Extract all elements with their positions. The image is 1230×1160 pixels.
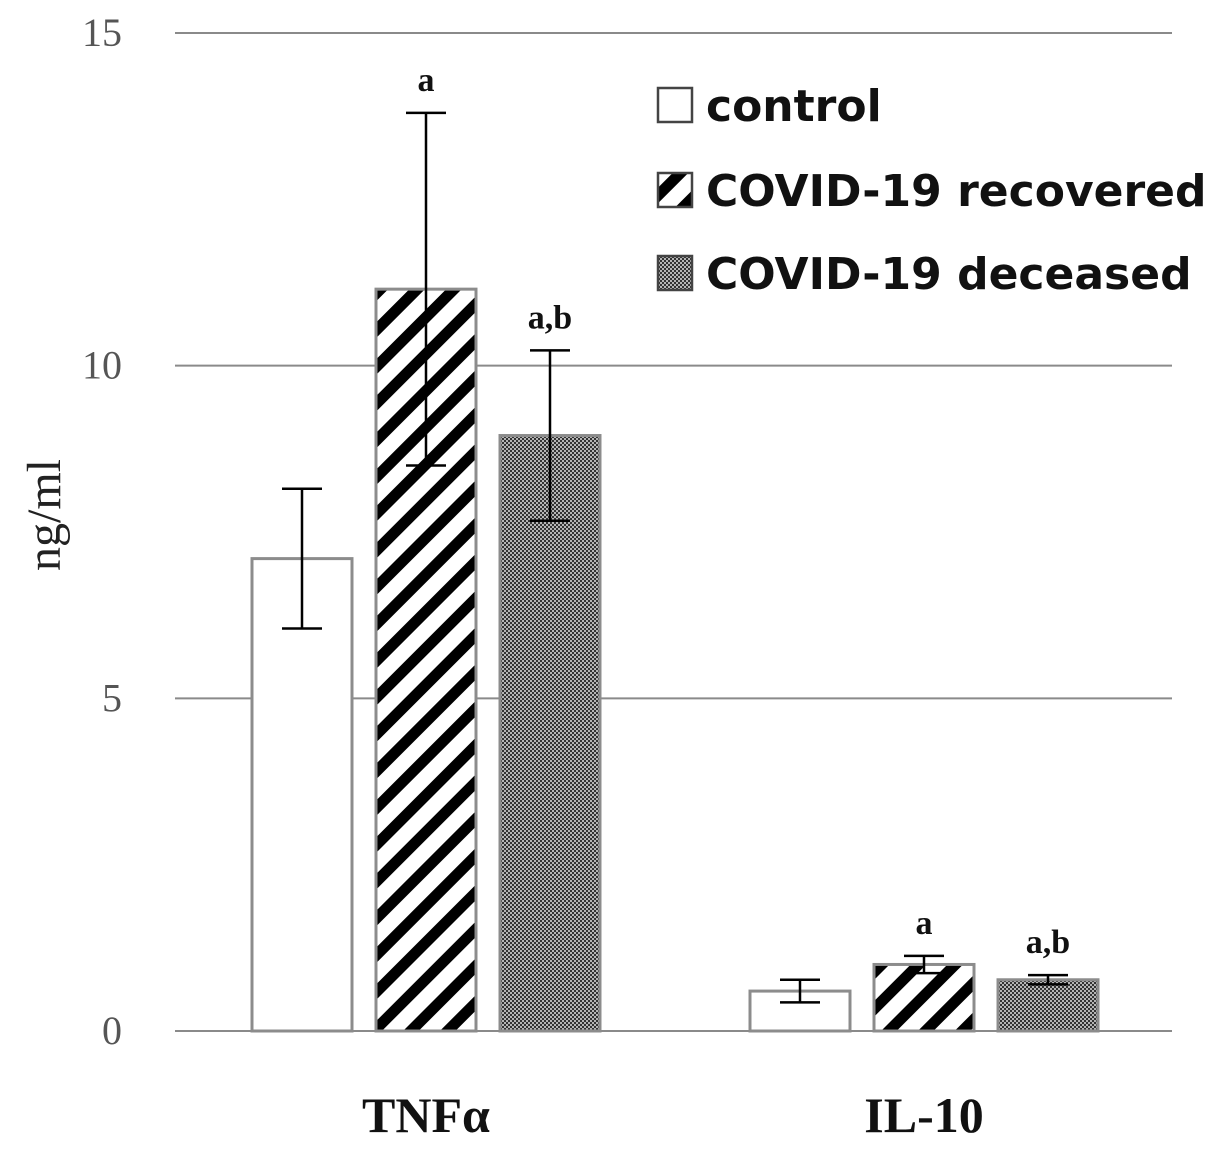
bar-1-1 — [872, 962, 976, 1033]
legend-label: COVID-19 deceased — [706, 249, 1192, 300]
x-category-label: IL-10 — [864, 1087, 983, 1143]
significance-label: a,b — [1026, 924, 1070, 961]
error-bars — [282, 111, 1068, 1004]
y-tick-label: 0 — [102, 1008, 122, 1053]
legend-swatch — [656, 254, 694, 292]
x-axis-categories: TNFα IL-10 — [362, 1087, 984, 1143]
y-tick-label: 5 — [102, 675, 122, 720]
y-axis-ticks: 0 5 10 15 — [82, 10, 122, 1053]
legend-item: COVID-19 deceased — [656, 249, 1192, 300]
significance-labels: a a,b a a,b — [418, 62, 1071, 961]
legend-item: control — [656, 81, 882, 132]
significance-label: a — [418, 62, 435, 99]
significance-label: a,b — [528, 299, 572, 336]
y-tick-label: 10 — [82, 343, 122, 388]
error-bar — [904, 954, 944, 975]
error-bar — [1028, 973, 1068, 986]
bar-1-2 — [996, 978, 1100, 1033]
legend-label: control — [706, 81, 882, 132]
y-tick-label: 15 — [82, 10, 122, 55]
error-bar — [282, 487, 322, 630]
x-category-label: TNFα — [362, 1087, 490, 1143]
legend-swatch — [656, 171, 694, 209]
legend-label: COVID-19 recovered — [706, 166, 1207, 217]
error-bar — [406, 111, 446, 467]
error-bar — [780, 978, 820, 1004]
bars — [250, 287, 1100, 1033]
y-axis-label: ng/ml — [18, 459, 71, 571]
error-bar — [530, 349, 570, 522]
significance-label: a — [916, 905, 933, 942]
legend-swatch — [656, 86, 694, 124]
bar-0-0 — [250, 557, 354, 1033]
legend-item: COVID-19 recovered — [656, 166, 1207, 217]
bar-0-2 — [498, 434, 602, 1033]
legend: control COVID-19 recovered COVID-19 deceas… — [656, 81, 1207, 300]
